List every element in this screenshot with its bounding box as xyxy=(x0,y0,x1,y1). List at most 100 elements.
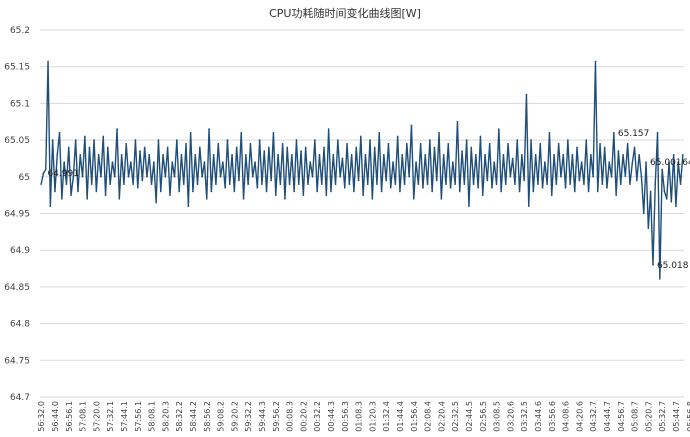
data-point xyxy=(626,142,629,145)
data-point xyxy=(654,183,657,185)
data-point xyxy=(438,131,440,134)
data-point xyxy=(422,187,424,189)
data-point xyxy=(477,187,479,189)
data-point xyxy=(408,176,410,178)
data-point xyxy=(668,161,670,163)
data-point xyxy=(127,176,130,178)
x-tick-label: 57:32.1 xyxy=(106,401,115,432)
data-point xyxy=(265,190,268,193)
x-tick-label: 04:44.7 xyxy=(603,401,612,432)
x-tick-label: 00:20.2 xyxy=(299,401,308,432)
data-point xyxy=(178,190,180,193)
data-point xyxy=(440,198,443,200)
data-point xyxy=(472,183,475,185)
data-point xyxy=(256,187,259,189)
data-point xyxy=(523,179,525,182)
data-point xyxy=(235,146,238,149)
data-point xyxy=(162,153,164,156)
data-point xyxy=(189,131,192,134)
x-tick-label: 01:08.3 xyxy=(355,401,364,432)
x-tick-label: 57:56.1 xyxy=(134,401,143,432)
data-point xyxy=(339,176,341,178)
x-axis-ticks: 56:32.0 56:44.0 56:56.1 57:08.1 57:20.0 57:32… xyxy=(37,401,690,432)
data-point xyxy=(274,194,277,196)
data-point xyxy=(86,198,88,200)
data-point xyxy=(350,153,353,156)
data-point xyxy=(203,161,206,163)
data-point xyxy=(40,183,42,185)
x-tick-label: 57:44.1 xyxy=(120,401,129,432)
data-point xyxy=(318,153,321,156)
data-point xyxy=(47,60,49,63)
data-point xyxy=(123,183,125,185)
data-point xyxy=(610,176,613,178)
data-point xyxy=(325,194,328,196)
data-point xyxy=(442,153,445,156)
data-point xyxy=(452,161,454,163)
data-point xyxy=(132,183,134,185)
data-point xyxy=(435,179,438,182)
x-tick-label: 58:56.2 xyxy=(203,401,212,432)
data-point xyxy=(456,120,459,123)
data-label: 64.861 xyxy=(682,158,690,168)
data-point xyxy=(67,146,70,149)
data-point xyxy=(516,139,519,141)
data-point xyxy=(63,161,65,163)
data-point xyxy=(601,183,604,185)
data-point xyxy=(169,194,171,196)
x-tick-label: 56:32.0 xyxy=(37,401,46,432)
data-point xyxy=(95,190,98,193)
data-point xyxy=(277,153,279,156)
data-point xyxy=(433,146,436,149)
x-tick-label: 58:44.2 xyxy=(189,401,198,432)
data-point xyxy=(323,146,325,149)
data-point xyxy=(488,142,491,145)
data-point xyxy=(146,176,148,178)
data-point xyxy=(578,179,581,182)
data-point xyxy=(580,161,583,163)
data-point xyxy=(226,139,229,141)
data-point xyxy=(509,176,512,178)
data-point xyxy=(481,194,484,196)
data-point xyxy=(355,146,358,149)
data-point xyxy=(182,183,185,185)
y-tick-label: 64.7 xyxy=(10,393,30,403)
data-point xyxy=(491,187,493,189)
data-point xyxy=(603,146,606,149)
x-tick-label: 04:20.6 xyxy=(575,401,584,432)
x-tick-label: 59:56.2 xyxy=(272,401,281,432)
data-point xyxy=(286,146,289,149)
data-point xyxy=(327,128,330,130)
data-point xyxy=(555,183,558,185)
data-point xyxy=(148,153,151,156)
data-point xyxy=(652,264,654,266)
data-point xyxy=(307,183,309,185)
data-point xyxy=(118,198,121,200)
data-point xyxy=(341,157,344,160)
data-point xyxy=(143,146,146,149)
data-point xyxy=(553,153,555,156)
data-point xyxy=(72,176,75,178)
chart-title: CPU功耗随时间变化曲线图[W] xyxy=(269,6,421,20)
data-point xyxy=(311,176,314,178)
data-point xyxy=(486,179,489,182)
data-point xyxy=(387,142,390,145)
data-point xyxy=(272,131,275,134)
data-point xyxy=(504,183,507,185)
data-point xyxy=(417,183,420,185)
data-point xyxy=(79,153,82,156)
x-tick-label: 00:08.3 xyxy=(286,401,295,432)
data-point xyxy=(424,153,427,156)
data-point xyxy=(426,183,429,185)
data-point xyxy=(153,161,155,163)
x-tick-label: 57:08.1 xyxy=(79,401,88,432)
data-label: 64.991 xyxy=(47,169,78,179)
data-point xyxy=(571,153,574,156)
data-point xyxy=(125,142,128,145)
data-point xyxy=(544,161,546,163)
data-point xyxy=(376,183,378,185)
data-point xyxy=(100,176,102,178)
data-point xyxy=(392,161,394,163)
data-point xyxy=(562,153,565,156)
x-tick-label: 00:32.2 xyxy=(313,401,322,432)
